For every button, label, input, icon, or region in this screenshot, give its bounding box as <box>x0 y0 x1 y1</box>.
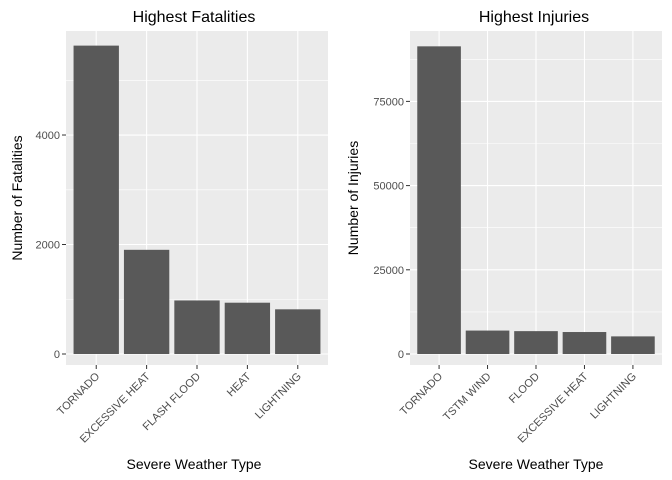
bar-lightning <box>611 336 655 354</box>
y-tick-label: 75000 <box>373 96 404 108</box>
fatalities-chart: Highest Fatalities 0 2000 4000 TORNADOEXCE… <box>9 9 328 472</box>
x-tick-label: LIGHTNING <box>253 371 304 422</box>
x-tick-label: LIGHTNING <box>588 371 639 422</box>
bar-tornado <box>417 46 461 355</box>
bar-flood <box>514 331 558 354</box>
y-tick-label: 2000 <box>36 240 60 252</box>
bar-flash-flood <box>174 300 220 354</box>
bars <box>73 45 321 354</box>
bar-tstm-wind <box>465 330 510 354</box>
chart-title: Highest Fatalities <box>133 9 256 26</box>
y-axis-title: Number of Fatalities <box>9 135 25 260</box>
y-tick-label: 0 <box>398 349 404 361</box>
chart-title: Highest Injuries <box>479 9 589 26</box>
y-axis-ticks: 0 2000 4000 <box>36 130 66 361</box>
y-axis-title: Number of Injuries <box>345 141 361 255</box>
y-tick-label: 50000 <box>373 181 404 193</box>
y-tick-label: 4000 <box>36 130 60 142</box>
x-tick-label: TORNADO <box>55 370 103 418</box>
x-tick-label: TSTM WIND <box>441 371 494 424</box>
bar-excessive-heat <box>123 249 170 354</box>
bar-tornado <box>73 45 119 354</box>
x-axis-title: Severe Weather Type <box>127 456 262 472</box>
bars <box>417 46 655 355</box>
y-tick-label: 25000 <box>373 265 404 277</box>
bar-excessive-heat <box>562 332 607 354</box>
y-axis-ticks: 0 25000 50000 75000 <box>373 96 410 361</box>
bar-heat <box>224 302 271 354</box>
injuries-chart: Highest Injuries 0 25000 50000 75000 TORNAD… <box>345 9 662 472</box>
x-tick-label: HEAT <box>225 370 254 399</box>
x-tick-label: FLOOD <box>507 371 542 406</box>
x-tick-label: TORNADO <box>398 370 446 418</box>
bar-lightning <box>275 309 321 354</box>
x-axis-title: Severe Weather Type <box>469 456 604 472</box>
y-tick-label: 0 <box>54 349 60 361</box>
